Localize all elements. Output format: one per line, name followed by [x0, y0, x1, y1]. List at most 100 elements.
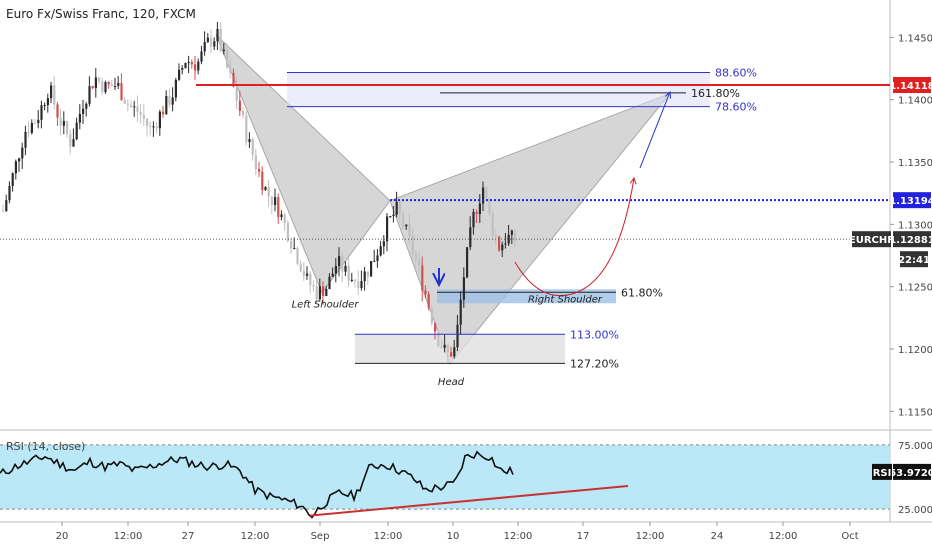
candle-body [254, 155, 257, 170]
candle-body [24, 131, 27, 148]
candle-body [434, 323, 437, 332]
x-tick-label-2: 27 [182, 531, 195, 542]
candle-body [194, 64, 197, 71]
candle-body [456, 324, 459, 348]
chart-title: Euro Fx/Swiss Franc, 120, FXCM [6, 7, 196, 21]
rsi-series-label: RSI [873, 468, 892, 479]
candle-body [350, 279, 353, 281]
candle-body [40, 105, 43, 120]
candle-body [430, 307, 433, 324]
candle-body [443, 344, 446, 348]
candle-body [283, 214, 286, 223]
candle-body [338, 256, 341, 266]
candle-body [277, 197, 280, 218]
candle-body [165, 96, 168, 115]
candle-body [53, 85, 56, 105]
price-label-neckline: 1.13194 [889, 196, 932, 207]
candle-body [46, 98, 49, 106]
candle-body [59, 117, 62, 126]
y-tick-label-4: 1.1250 [898, 283, 932, 294]
candle-body [280, 214, 283, 218]
fib-label-0: 88.60% [715, 67, 757, 80]
y-tick-label-2: 1.1350 [898, 158, 932, 169]
x-tick-label-1: 12:00 [114, 531, 143, 542]
candle-body [507, 234, 510, 244]
candle-body [85, 103, 88, 109]
candle-body [334, 265, 337, 274]
price-label-symbol-bg [852, 231, 891, 248]
rsi-last-value-bg [893, 463, 931, 480]
fib-label-1: 78.60% [715, 101, 757, 114]
rsi-trendline [309, 485, 629, 517]
candle-body [213, 41, 216, 47]
candle-body [414, 253, 417, 260]
candle-body [152, 126, 155, 128]
price-label-symbol: EURCHF [849, 235, 894, 246]
candle-body [78, 113, 81, 123]
candle-body [274, 197, 277, 205]
candle-body [402, 213, 405, 227]
candle-body [162, 111, 165, 115]
candle-body [146, 118, 149, 126]
candle-body [114, 86, 117, 88]
candle-body [155, 126, 158, 129]
candle-body [5, 200, 8, 212]
candle-body [69, 134, 72, 147]
candle-body [315, 286, 318, 300]
y-tick-label-6: 1.1150 [898, 407, 932, 418]
x-tick-label-5: 12:00 [374, 531, 403, 542]
candle-body [174, 79, 177, 98]
price-label-last-bg [893, 231, 931, 248]
candle-body [8, 186, 11, 201]
candle-body [290, 241, 293, 249]
candle-body [472, 211, 475, 228]
candle-body [475, 211, 478, 214]
candle-body [408, 224, 411, 236]
candle-body [130, 104, 133, 107]
candle-body [450, 352, 453, 357]
candle-body [117, 83, 120, 87]
annotation-right-shoulder: Right Shoulder [528, 295, 603, 306]
y-tick-label-1: 1.1400 [898, 96, 932, 107]
candle-body [238, 100, 241, 112]
candle-body [14, 161, 17, 174]
candle-body [418, 259, 421, 266]
candle-body [325, 288, 328, 297]
candle-body [379, 246, 382, 256]
fib-box-lower [355, 334, 565, 364]
candle-body [514, 230, 517, 241]
candle-body [302, 271, 305, 276]
pattern-triangle-0 [215, 34, 391, 294]
candle-body [386, 216, 389, 242]
rsi-last-value: 53.9720 [889, 468, 932, 479]
candle-body [437, 331, 440, 347]
x-tick-label-4: Sep [311, 531, 330, 542]
candle-body [2, 210, 5, 212]
candle-body [360, 281, 363, 289]
price-label-neckline-bg [893, 192, 931, 209]
annotation-head: Head [438, 377, 465, 388]
candle-body [478, 203, 481, 214]
candle-body [216, 28, 219, 42]
candle-body [72, 139, 75, 147]
candle-body [459, 299, 462, 325]
rsi-y-tick-1: 25.0000 [898, 505, 932, 516]
candle-body [424, 290, 427, 295]
candle-body [491, 213, 494, 236]
candle-body [462, 277, 465, 300]
rsi-y-tick-0: 75.0000 [898, 441, 932, 452]
candle-body [318, 286, 321, 300]
candle-body [398, 201, 401, 214]
y-tick-label-0: 1.1450 [898, 33, 932, 44]
candle-body [347, 265, 350, 281]
candle-body [206, 37, 209, 42]
candle-body [229, 67, 232, 73]
candle-body [299, 263, 302, 272]
candle-body [405, 224, 408, 227]
candle-body [309, 273, 312, 286]
candle-body [104, 82, 107, 93]
candle-body [296, 248, 299, 264]
candle-body [98, 77, 101, 82]
candle-body [258, 169, 261, 172]
